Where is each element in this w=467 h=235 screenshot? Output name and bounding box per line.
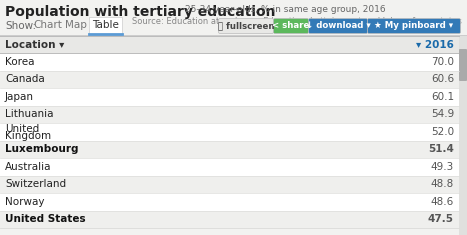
Text: 51.4: 51.4 — [428, 144, 454, 154]
Text: 47.5: 47.5 — [428, 214, 454, 224]
Text: Canada: Canada — [5, 74, 45, 84]
Text: Japan: Japan — [5, 92, 34, 102]
Bar — [0, 106, 459, 123]
Bar — [0, 70, 459, 88]
Text: 25-34 year-olds, % in same age group, 2016: 25-34 year-olds, % in same age group, 20… — [185, 5, 386, 14]
Text: 60.1: 60.1 — [431, 92, 454, 102]
Text: 52.0: 52.0 — [431, 127, 454, 137]
FancyBboxPatch shape — [274, 19, 309, 34]
Bar — [0, 17, 467, 35]
Bar — [0, 176, 459, 193]
Bar — [0, 211, 459, 228]
Text: Population with tertiary education: Population with tertiary education — [5, 5, 276, 19]
Text: United: United — [5, 124, 39, 134]
Text: 49.3: 49.3 — [431, 162, 454, 172]
Text: Show:: Show: — [5, 21, 36, 31]
Text: Kingdom: Kingdom — [5, 131, 51, 141]
Text: 54.9: 54.9 — [431, 109, 454, 119]
Text: Chart: Chart — [34, 20, 63, 31]
Bar — [0, 53, 459, 70]
Text: 48.8: 48.8 — [431, 179, 454, 189]
Text: Korea: Korea — [5, 57, 35, 67]
Text: Norway: Norway — [5, 197, 44, 207]
Text: 48.6: 48.6 — [431, 197, 454, 207]
Text: ↓ download ▾: ↓ download ▾ — [305, 21, 370, 31]
FancyBboxPatch shape — [368, 19, 460, 34]
Bar — [0, 36, 459, 53]
Text: Location ▾: Location ▾ — [5, 39, 64, 50]
Text: Lithuania: Lithuania — [5, 109, 54, 119]
Bar — [0, 123, 459, 141]
Bar — [0, 88, 459, 106]
FancyBboxPatch shape — [309, 19, 368, 34]
Text: ★ My pinboard ▾: ★ My pinboard ▾ — [375, 21, 453, 31]
Bar — [0, 193, 459, 211]
Text: ⤢ fullscreen: ⤢ fullscreen — [218, 21, 274, 31]
Text: Switzerland: Switzerland — [5, 179, 66, 189]
Bar — [0, 141, 459, 158]
Text: Table: Table — [92, 20, 119, 31]
Text: United States: United States — [5, 214, 85, 224]
Text: 60.6: 60.6 — [431, 74, 454, 84]
Text: 70.0: 70.0 — [431, 57, 454, 67]
Text: Source: Education at a glance: Educational attainment and labour-force status: Source: Education at a glance: Education… — [132, 17, 462, 26]
FancyBboxPatch shape — [459, 49, 467, 81]
Text: ▾ 2016: ▾ 2016 — [416, 39, 454, 50]
Bar — [0, 158, 459, 176]
Text: Australia: Australia — [5, 162, 51, 172]
FancyBboxPatch shape — [219, 19, 274, 34]
Text: Luxembourg: Luxembourg — [5, 144, 78, 154]
Bar — [89, 17, 122, 34]
Text: Map: Map — [65, 20, 87, 31]
Text: < share: < share — [272, 21, 310, 31]
Bar — [459, 35, 467, 235]
